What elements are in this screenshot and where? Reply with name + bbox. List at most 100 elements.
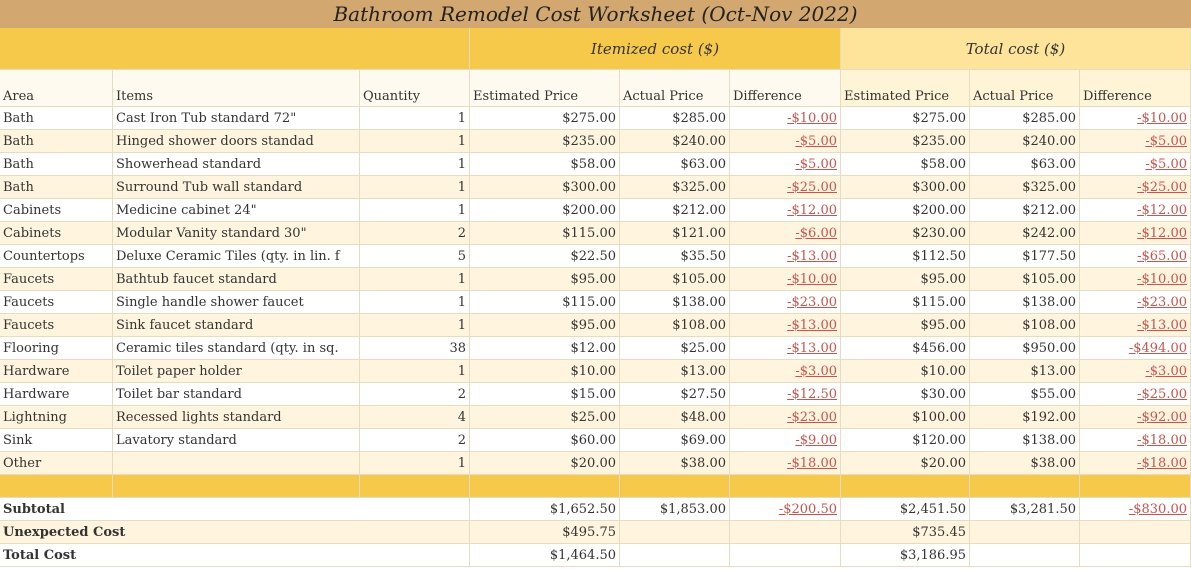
summary-cell[interactable] bbox=[1080, 544, 1191, 567]
table-cell[interactable]: -$5.00 bbox=[730, 153, 841, 176]
table-cell[interactable]: $105.00 bbox=[970, 268, 1080, 291]
summary-label[interactable]: Unexpected Cost bbox=[0, 521, 470, 544]
table-cell[interactable]: $95.00 bbox=[470, 268, 620, 291]
table-cell[interactable]: -$13.00 bbox=[730, 337, 841, 360]
table-cell[interactable]: $105.00 bbox=[620, 268, 730, 291]
table-cell[interactable]: $38.00 bbox=[620, 452, 730, 475]
table-cell[interactable]: Hinged shower doors standad bbox=[113, 130, 360, 153]
table-cell[interactable]: $13.00 bbox=[970, 360, 1080, 383]
table-cell[interactable]: $115.00 bbox=[841, 291, 970, 314]
table-cell[interactable]: $240.00 bbox=[620, 130, 730, 153]
table-cell[interactable]: -$23.00 bbox=[1080, 291, 1191, 314]
table-cell[interactable]: Cast Iron Tub standard 72" bbox=[113, 107, 360, 130]
table-cell[interactable]: -$3.00 bbox=[1080, 360, 1191, 383]
table-cell[interactable]: $177.50 bbox=[970, 245, 1080, 268]
summary-cell[interactable] bbox=[970, 521, 1080, 544]
column-header[interactable]: Actual Price bbox=[620, 70, 730, 107]
table-cell[interactable]: -$5.00 bbox=[1080, 130, 1191, 153]
table-cell[interactable]: $240.00 bbox=[970, 130, 1080, 153]
table-cell[interactable]: Toilet paper holder bbox=[113, 360, 360, 383]
table-cell[interactable]: 1 bbox=[360, 199, 470, 222]
table-cell[interactable]: -$65.00 bbox=[1080, 245, 1191, 268]
empty-cell[interactable] bbox=[113, 475, 360, 498]
table-cell[interactable]: $192.00 bbox=[970, 406, 1080, 429]
table-cell[interactable]: -$5.00 bbox=[1080, 153, 1191, 176]
table-cell[interactable]: $115.00 bbox=[470, 222, 620, 245]
table-cell[interactable]: Modular Vanity standard 30" bbox=[113, 222, 360, 245]
group-band[interactable] bbox=[0, 28, 470, 70]
table-cell[interactable]: -$23.00 bbox=[730, 406, 841, 429]
table-cell[interactable]: Surround Tub wall standard bbox=[113, 176, 360, 199]
table-cell[interactable]: $60.00 bbox=[470, 429, 620, 452]
table-cell[interactable]: Other bbox=[0, 452, 113, 475]
table-cell[interactable]: $27.50 bbox=[620, 383, 730, 406]
table-cell[interactable]: $200.00 bbox=[841, 199, 970, 222]
table-cell[interactable]: Bath bbox=[0, 130, 113, 153]
table-cell[interactable]: Sink bbox=[0, 429, 113, 452]
table-cell[interactable]: Hardware bbox=[0, 383, 113, 406]
table-cell[interactable]: $10.00 bbox=[470, 360, 620, 383]
summary-cell[interactable] bbox=[620, 544, 730, 567]
table-cell[interactable]: Bath bbox=[0, 176, 113, 199]
group-header[interactable]: Itemized cost ($) bbox=[470, 28, 841, 70]
table-cell[interactable]: $230.00 bbox=[841, 222, 970, 245]
summary-cell[interactable]: $3,186.95 bbox=[841, 544, 970, 567]
summary-cell[interactable]: $495.75 bbox=[470, 521, 620, 544]
table-cell[interactable]: $58.00 bbox=[470, 153, 620, 176]
table-cell[interactable]: Bathtub faucet standard bbox=[113, 268, 360, 291]
table-cell[interactable]: $48.00 bbox=[620, 406, 730, 429]
table-cell[interactable]: -$10.00 bbox=[730, 107, 841, 130]
table-cell[interactable]: 1 bbox=[360, 314, 470, 337]
table-cell[interactable]: -$9.00 bbox=[730, 429, 841, 452]
group-header[interactable]: Total cost ($) bbox=[841, 28, 1191, 70]
table-cell[interactable]: Ceramic tiles standard (qty. in sq. bbox=[113, 337, 360, 360]
table-cell[interactable]: Deluxe Ceramic Tiles (qty. in lin. f bbox=[113, 245, 360, 268]
table-cell[interactable]: Faucets bbox=[0, 314, 113, 337]
table-cell[interactable]: 1 bbox=[360, 130, 470, 153]
table-cell[interactable]: 5 bbox=[360, 245, 470, 268]
table-cell[interactable]: Lavatory standard bbox=[113, 429, 360, 452]
table-cell[interactable]: 1 bbox=[360, 291, 470, 314]
table-cell[interactable]: 2 bbox=[360, 383, 470, 406]
table-cell[interactable]: 2 bbox=[360, 429, 470, 452]
summary-cell[interactable] bbox=[730, 544, 841, 567]
table-cell[interactable]: $138.00 bbox=[970, 429, 1080, 452]
empty-cell[interactable] bbox=[730, 475, 841, 498]
summary-cell[interactable]: $1,652.50 bbox=[470, 498, 620, 521]
empty-cell[interactable] bbox=[970, 475, 1080, 498]
table-cell[interactable]: Faucets bbox=[0, 291, 113, 314]
table-cell[interactable]: -$25.00 bbox=[730, 176, 841, 199]
table-cell[interactable]: -$25.00 bbox=[1080, 176, 1191, 199]
table-cell[interactable]: 1 bbox=[360, 176, 470, 199]
table-cell[interactable]: $108.00 bbox=[620, 314, 730, 337]
table-cell[interactable]: Flooring bbox=[0, 337, 113, 360]
table-cell[interactable]: 4 bbox=[360, 406, 470, 429]
table-cell[interactable]: $325.00 bbox=[620, 176, 730, 199]
table-cell[interactable]: $22.50 bbox=[470, 245, 620, 268]
table-cell[interactable]: 1 bbox=[360, 360, 470, 383]
summary-cell[interactable]: $3,281.50 bbox=[970, 498, 1080, 521]
table-cell[interactable]: 1 bbox=[360, 268, 470, 291]
empty-cell[interactable] bbox=[1080, 475, 1191, 498]
table-cell[interactable]: $25.00 bbox=[470, 406, 620, 429]
table-cell[interactable]: $108.00 bbox=[970, 314, 1080, 337]
summary-cell[interactable] bbox=[730, 521, 841, 544]
column-header[interactable]: Actual Price bbox=[970, 70, 1080, 107]
table-cell[interactable]: Hardware bbox=[0, 360, 113, 383]
table-cell[interactable]: Cabinets bbox=[0, 222, 113, 245]
summary-label[interactable]: Total Cost bbox=[0, 544, 470, 567]
table-cell[interactable]: $120.00 bbox=[841, 429, 970, 452]
table-cell[interactable]: $138.00 bbox=[970, 291, 1080, 314]
table-cell[interactable]: 1 bbox=[360, 153, 470, 176]
table-cell[interactable]: Countertops bbox=[0, 245, 113, 268]
column-header[interactable]: Difference bbox=[1080, 70, 1191, 107]
table-cell[interactable]: $20.00 bbox=[470, 452, 620, 475]
empty-cell[interactable] bbox=[470, 475, 620, 498]
column-header[interactable]: Difference bbox=[730, 70, 841, 107]
table-cell[interactable]: Cabinets bbox=[0, 199, 113, 222]
table-cell[interactable]: -$13.00 bbox=[730, 314, 841, 337]
table-cell[interactable]: -$12.50 bbox=[730, 383, 841, 406]
summary-cell[interactable]: $735.45 bbox=[841, 521, 970, 544]
table-cell[interactable]: $300.00 bbox=[841, 176, 970, 199]
table-cell[interactable]: Sink faucet standard bbox=[113, 314, 360, 337]
